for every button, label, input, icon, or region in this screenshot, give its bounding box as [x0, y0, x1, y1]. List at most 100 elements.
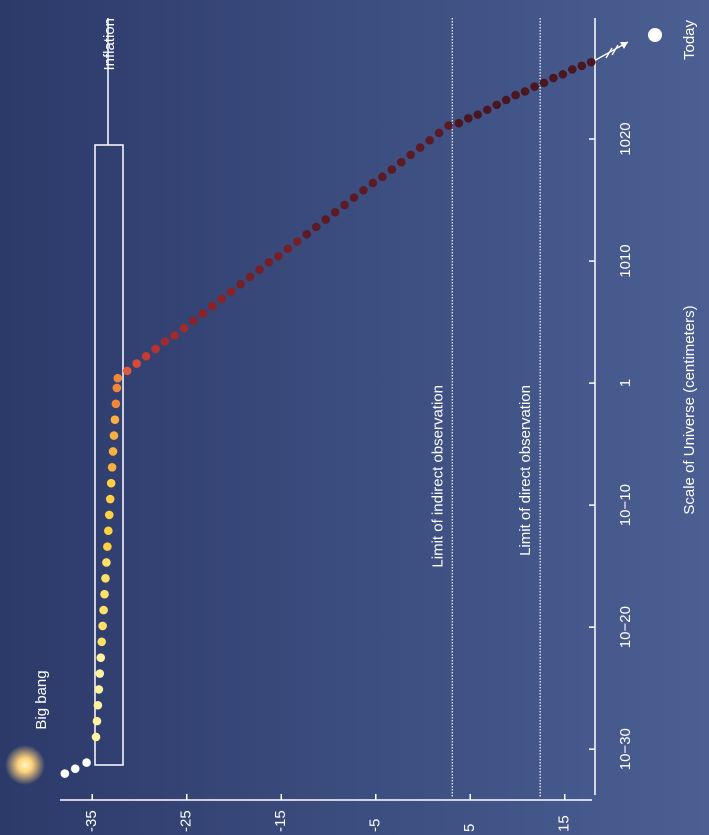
point — [207, 301, 217, 311]
point — [92, 716, 102, 726]
point — [425, 135, 434, 145]
point — [492, 100, 502, 110]
point — [70, 764, 80, 774]
point — [245, 272, 255, 282]
point — [264, 257, 274, 267]
point — [511, 90, 520, 100]
x-tick-label: -25 — [178, 810, 195, 832]
x-tick-label: -15 — [272, 810, 289, 832]
point — [464, 113, 473, 123]
point — [568, 65, 577, 74]
point — [100, 589, 109, 599]
point — [60, 769, 70, 778]
point — [530, 82, 539, 91]
y-tick-label: 1 — [617, 379, 634, 387]
point — [302, 229, 312, 239]
point — [94, 685, 104, 694]
inflation-bracket — [94, 18, 124, 766]
big-bang-glow — [5, 745, 45, 785]
point — [101, 574, 110, 583]
x-tick-label: -35 — [83, 810, 100, 832]
big-bang-label: Big bang — [33, 670, 50, 729]
point — [93, 700, 103, 710]
x-tick-label: 5 — [461, 824, 478, 832]
point — [321, 215, 330, 224]
point — [387, 165, 397, 174]
point — [482, 105, 492, 115]
point — [396, 157, 406, 167]
point — [111, 399, 121, 409]
y-tick-label: 10−20 — [617, 606, 634, 648]
point — [368, 178, 378, 188]
point — [170, 331, 179, 340]
point — [293, 237, 302, 246]
reference-label: Limit of indirect observation — [429, 385, 446, 568]
point — [378, 172, 387, 182]
point — [283, 244, 293, 254]
point — [189, 316, 198, 326]
point — [104, 526, 113, 536]
point — [217, 294, 227, 304]
point — [473, 110, 483, 119]
point — [109, 431, 119, 440]
today-label: Today — [681, 19, 698, 60]
point — [198, 309, 208, 318]
x-tick-label: 15 — [556, 815, 573, 832]
y-axis-title: Scale of Universe (centimeters) — [681, 305, 698, 514]
point — [577, 61, 587, 71]
point — [415, 143, 425, 152]
point — [340, 200, 349, 210]
reference-label: Limit of direct observation — [517, 385, 534, 556]
point — [105, 494, 115, 504]
point — [99, 605, 108, 615]
point — [330, 207, 340, 217]
point — [359, 185, 368, 195]
point — [104, 510, 114, 520]
point — [102, 558, 111, 567]
point — [91, 732, 101, 742]
point — [112, 383, 122, 393]
point — [236, 279, 245, 289]
today-marker — [648, 28, 662, 42]
point — [349, 193, 359, 202]
y-tick-label: 1010 — [617, 244, 634, 277]
point — [406, 150, 416, 160]
arrow-head — [620, 42, 628, 49]
point — [95, 669, 105, 678]
point — [586, 57, 596, 67]
point — [311, 222, 321, 232]
point — [82, 758, 91, 767]
point — [226, 287, 236, 296]
y-tick-label: 10−30 — [617, 728, 634, 770]
point — [113, 373, 123, 383]
point — [151, 344, 160, 354]
point — [103, 542, 112, 551]
inflation-label: Inflation — [101, 18, 118, 71]
point — [454, 118, 464, 128]
point — [106, 478, 116, 488]
point — [132, 359, 141, 368]
point — [179, 323, 189, 333]
y-tick-label: 10−10 — [617, 484, 634, 526]
point — [160, 337, 170, 346]
point — [434, 128, 444, 138]
point — [107, 462, 117, 472]
point — [141, 351, 151, 361]
point — [274, 251, 283, 261]
point — [549, 73, 558, 83]
point — [520, 87, 530, 96]
point — [97, 637, 106, 647]
point — [96, 653, 106, 662]
y-tick-label: 1020 — [617, 122, 634, 155]
point — [122, 366, 132, 376]
point — [98, 621, 107, 631]
point — [110, 415, 120, 425]
point — [444, 121, 453, 130]
point — [539, 78, 549, 88]
point — [501, 95, 511, 105]
point — [108, 447, 118, 456]
point — [255, 265, 264, 274]
x-tick-label: -5 — [367, 819, 384, 832]
point — [558, 70, 568, 79]
